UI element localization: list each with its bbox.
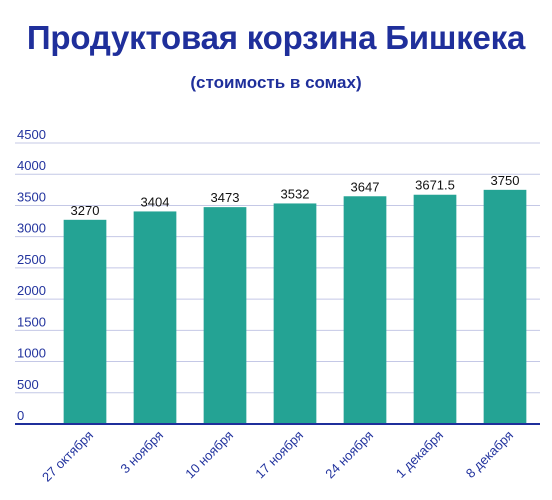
y-tick-label: 2500 xyxy=(17,252,46,267)
bar xyxy=(203,207,247,424)
x-tick-label: 10 ноября xyxy=(182,428,236,482)
y-tick-label: 1500 xyxy=(17,314,46,329)
x-tick-label: 27 октября xyxy=(39,428,96,485)
data-label: 3473 xyxy=(211,190,240,205)
bar xyxy=(273,203,317,424)
bar xyxy=(413,194,457,424)
data-label: 3270 xyxy=(71,203,100,218)
y-tick-label: 3000 xyxy=(17,221,46,236)
y-tick-label: 0 xyxy=(17,408,24,423)
x-axis-tick-labels: 27 октября 3 ноября 10 ноября 17 ноября 24 н… xyxy=(39,428,516,485)
y-tick-label: 3500 xyxy=(17,189,46,204)
data-label: 3750 xyxy=(491,173,520,188)
data-label: 3404 xyxy=(141,194,170,209)
x-tick-label: 3 ноября xyxy=(117,428,166,477)
y-tick-label: 4000 xyxy=(17,158,46,173)
bars xyxy=(63,189,527,424)
data-label: 3532 xyxy=(281,186,310,201)
chart-title: Продуктовая корзина Бишкека xyxy=(26,19,526,56)
bar xyxy=(63,219,107,424)
chart-subtitle: (стоимость в сомах) xyxy=(190,73,362,92)
x-tick-label: 24 ноября xyxy=(322,428,376,482)
bar xyxy=(343,196,387,424)
data-label: 3671.5 xyxy=(415,178,455,193)
y-axis-tick-labels: 0 500 1000 1500 2000 2500 3000 3500 4000 4500 xyxy=(17,127,46,423)
x-tick-label: 8 декабря xyxy=(463,428,516,481)
x-tick-label: 1 декабря xyxy=(393,428,446,481)
y-tick-label: 500 xyxy=(17,377,39,392)
data-label: 3647 xyxy=(351,179,380,194)
y-tick-label: 1000 xyxy=(17,346,46,361)
bar xyxy=(483,189,527,424)
data-labels: 3270 3404 3473 3532 3647 3671.5 3750 xyxy=(71,173,520,218)
y-tick-label: 2000 xyxy=(17,283,46,298)
y-tick-label: 4500 xyxy=(17,127,46,142)
bar xyxy=(133,211,177,424)
x-tick-label: 17 ноября xyxy=(252,428,306,482)
